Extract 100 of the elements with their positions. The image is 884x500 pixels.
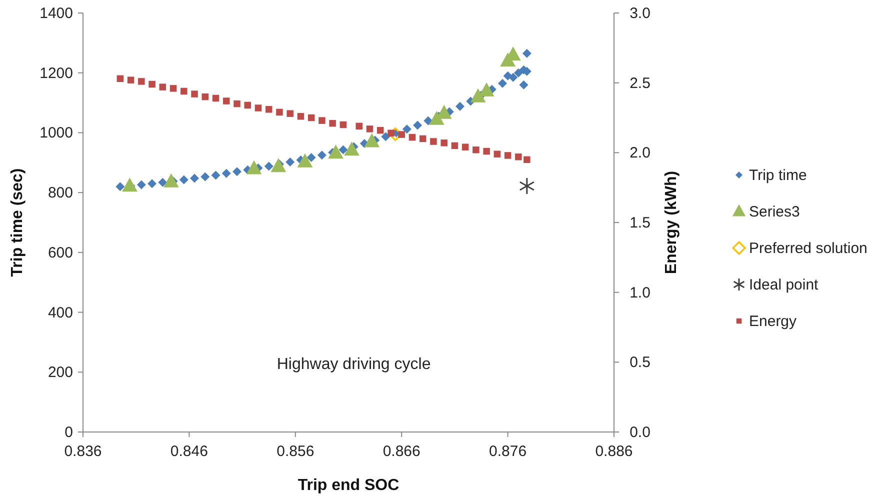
x-tick-label: 0.866: [382, 443, 420, 460]
y2-tick-label: 0.5: [630, 354, 650, 372]
point: [127, 76, 134, 84]
y-axis-title: Trip time (sec): [9, 168, 26, 277]
legend-label: Trip time: [749, 167, 807, 184]
point: [514, 68, 523, 78]
point: [419, 135, 426, 142]
point: [398, 131, 405, 138]
point: [212, 94, 220, 102]
point: [116, 182, 125, 192]
point: [376, 126, 384, 134]
point: [202, 93, 209, 100]
legend-label: Ideal point: [749, 276, 820, 294]
y2-tick-label: 2.0: [630, 144, 650, 162]
legend-label: Series3: [749, 204, 800, 220]
point: [306, 153, 316, 162]
annotation: Highway driving cycle: [276, 356, 431, 374]
point: [462, 144, 469, 150]
point: [498, 78, 507, 88]
point: [270, 158, 286, 172]
point: [200, 172, 210, 182]
point: [159, 84, 166, 90]
point: [364, 133, 380, 148]
x-tick-label: 0.836: [64, 443, 102, 460]
y-tick-label: 1200: [40, 64, 73, 82]
point: [148, 179, 157, 188]
point: [408, 134, 416, 141]
y2-tick-label: 0.0: [630, 424, 650, 441]
point: [413, 120, 422, 130]
point: [519, 80, 528, 90]
point: [286, 110, 294, 117]
point: [264, 162, 274, 171]
point: [234, 100, 240, 108]
point: [483, 148, 490, 155]
y-tick-label: 200: [48, 364, 73, 382]
point: [232, 167, 242, 176]
legend-label: Preferred solution: [749, 240, 868, 257]
x-axis-title: Trip end SOC: [298, 477, 400, 494]
point: [504, 152, 512, 159]
point: [211, 170, 220, 180]
point: [158, 178, 168, 187]
point: [424, 116, 433, 126]
x-tick-label: 0.886: [595, 443, 633, 460]
y2-tick-label: 3.0: [630, 5, 650, 22]
point: [456, 102, 465, 111]
point: [179, 175, 188, 184]
point: [116, 75, 124, 82]
point: [340, 121, 347, 128]
point: [246, 160, 262, 174]
point: [519, 177, 535, 195]
point: [138, 78, 145, 85]
point: [402, 124, 412, 134]
point: [222, 168, 231, 178]
point: [515, 153, 522, 160]
point: [244, 102, 251, 109]
x-tick-label: 0.856: [276, 443, 314, 460]
point: [503, 71, 512, 80]
point: [388, 130, 394, 136]
y-tick-label: 1000: [40, 124, 73, 142]
y-tick-label: 800: [48, 184, 73, 202]
y2-axis-title: Energy (kWh): [663, 170, 680, 274]
point: [470, 88, 486, 102]
point: [451, 142, 458, 150]
point: [338, 145, 348, 154]
point: [366, 126, 374, 132]
x-tick-label: 0.876: [489, 443, 527, 460]
y-tick-label: 0: [64, 424, 73, 441]
point: [190, 174, 200, 183]
point: [440, 140, 448, 146]
point: [191, 90, 198, 98]
y2-tick-label: 1.5: [630, 214, 650, 232]
point: [170, 85, 177, 92]
point: [297, 112, 304, 120]
point: [276, 108, 283, 116]
point: [328, 144, 344, 159]
legend-label: Energy: [749, 313, 798, 330]
point: [344, 142, 360, 156]
point: [317, 150, 326, 160]
point: [381, 132, 390, 142]
point: [265, 106, 272, 113]
point: [254, 104, 262, 112]
y2-tick-label: 2.5: [630, 74, 650, 92]
point: [478, 82, 494, 96]
point: [308, 114, 315, 122]
point: [329, 120, 336, 127]
point: [222, 98, 230, 104]
point: [286, 158, 295, 167]
point: [163, 173, 179, 188]
point: [180, 88, 188, 95]
point: [472, 146, 480, 154]
y-tick-label: 400: [48, 304, 73, 322]
point: [356, 122, 362, 130]
y-tick-label: 1400: [40, 5, 73, 22]
point: [522, 48, 532, 58]
point: [297, 153, 313, 168]
point: [122, 178, 138, 192]
x-tick-label: 0.846: [170, 443, 208, 460]
point: [430, 138, 437, 145]
y-tick-label: 600: [48, 244, 73, 262]
point: [428, 110, 444, 125]
